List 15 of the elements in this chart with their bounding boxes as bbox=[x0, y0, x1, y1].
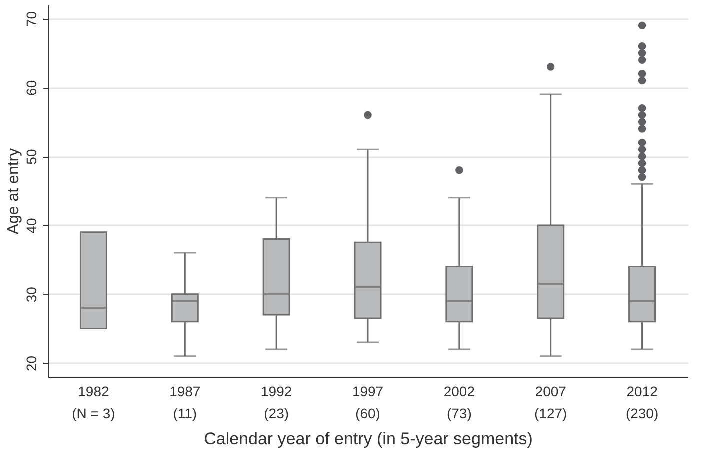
x-axis-title: Calendar year of entry (in 5-year segments) bbox=[204, 430, 533, 448]
y-tick-label: 70 bbox=[24, 11, 40, 28]
y-tick-label: 50 bbox=[24, 149, 40, 165]
x-tick-label: 2012 (230) bbox=[626, 384, 659, 422]
y-tick-label: 40 bbox=[24, 218, 40, 234]
x-tick-label: 1987 (11) bbox=[170, 384, 201, 422]
x-tick-label: 1992 (23) bbox=[260, 384, 292, 422]
x-tick-label: 2007 (127) bbox=[534, 384, 568, 422]
y-tick-label: 60 bbox=[24, 80, 40, 96]
x-tick-label: 2002 (73) bbox=[444, 384, 476, 422]
y-tick-label: 20 bbox=[24, 356, 40, 372]
y-tick-label: 30 bbox=[24, 286, 40, 303]
y-axis-title: Age at entry bbox=[6, 148, 22, 235]
x-tick-label: 1982 (N = 3) bbox=[72, 384, 116, 422]
x-tick-label: 1997 (60) bbox=[352, 384, 384, 422]
